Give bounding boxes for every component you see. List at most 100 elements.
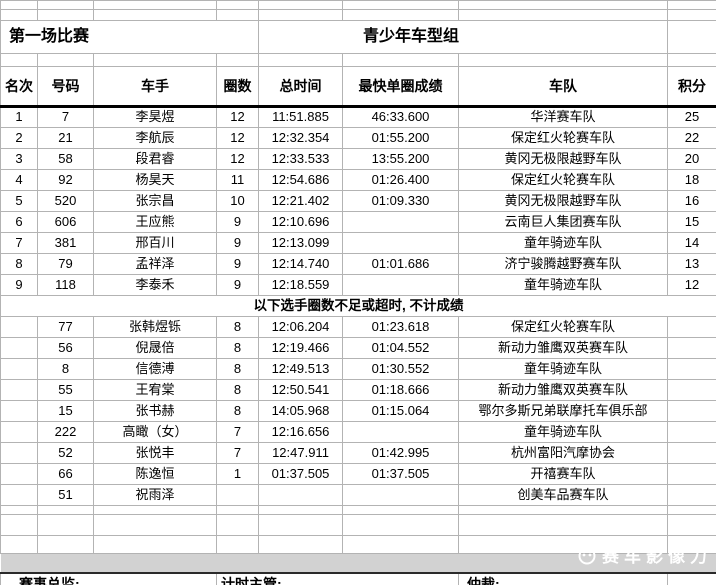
cell-2: 杨昊天 [93,169,217,191]
table-row: 51 祝雨泽 创美车品赛车队 [0,484,716,506]
cell-7: 20 [667,148,716,170]
cell-5: 01:26.400 [342,169,459,191]
column-header-6: 车队 [458,66,668,108]
cell-1: 15 [37,400,94,422]
cell-6: 开禧赛车队 [458,463,668,485]
cell-4: 12:49.513 [258,358,343,380]
cell-5: 01:04.552 [342,337,459,359]
cell-0 [0,358,38,380]
cell-7 [667,316,716,338]
cell-4: 12:06.204 [258,316,343,338]
cell-3: 12 [216,106,259,128]
separator-note: 以下选手圈数不足或超时, 不计成绩 [0,295,716,317]
cell-5: 01:37.505 [342,463,459,485]
cell-2: 段君睿 [93,148,217,170]
table-row: 2 21 李航辰 12 12:32.354 01:55.200 保定红火轮赛车队 22 [0,127,716,149]
cell-6: 鄂尔多斯兄弟联摩托车俱乐部 [458,400,668,422]
cell-7 [667,358,716,380]
watermark-logo-icon [578,545,596,564]
table-row: 222 高瞰（女） 7 12:16.656 童年骑迹车队 [0,421,716,443]
table-header-row: 名次 号码 车手 圈数 总时间 最快单圈成绩 车队 积分 [0,66,716,108]
column-header-7: 积分 [667,66,716,108]
table-row: 1 7 李昊煜 12 11:51.885 46:33.600 华洋赛车队 25 [0,106,716,128]
cell-2: 张悦丰 [93,442,217,464]
cell-7: 22 [667,127,716,149]
cell-5: 01:23.618 [342,316,459,338]
cell-7 [667,442,716,464]
cell-2: 高瞰（女） [93,421,217,443]
cell-6: 黄冈无极限越野车队 [458,148,668,170]
cell-1: 118 [37,274,94,296]
cell-6: 新动力雏鹰双英赛车队 [458,379,668,401]
cell-5: 01:42.995 [342,442,459,464]
cell-3 [216,484,259,506]
empty-row [0,9,716,21]
cell-4: 12:33.533 [258,148,343,170]
column-header-1: 号码 [37,66,94,108]
table-row: 15 张书赫 8 14:05.968 01:15.064 鄂尔多斯兄弟联摩托车俱乐部 [0,400,716,422]
arbiter-label: 仲裁: [458,572,668,585]
cell-2: 李航辰 [93,127,217,149]
cell-5: 13:55.200 [342,148,459,170]
cell-0 [0,316,38,338]
cell-6: 保定红火轮赛车队 [458,127,668,149]
cell-3: 8 [216,316,259,338]
cell-3: 12 [216,127,259,149]
table-row: 52 张悦丰 7 12:47.911 01:42.995 杭州富阳汽摩协会 [0,442,716,464]
cell-1: 8 [37,358,94,380]
cell-1: 21 [37,127,94,149]
officials-row: 赛事总监: 计时主管: 仲裁: [0,572,716,585]
empty-row [0,0,716,10]
cell-1: 66 [37,463,94,485]
cell-7 [667,337,716,359]
table-row: 9 118 李泰禾 9 12:18.559 童年骑迹车队 12 [0,274,716,296]
cell-2: 祝雨泽 [93,484,217,506]
cell-5 [342,484,459,506]
table-row: 66 陈逸恒 1 01:37.505 01:37.505 开禧赛车队 [0,463,716,485]
cell-7: 18 [667,169,716,191]
cell-5: 01:01.686 [342,253,459,275]
cell-7 [667,463,716,485]
table-row: 8 信德溥 8 12:49.513 01:30.552 童年骑迹车队 [0,358,716,380]
cell-0 [0,484,38,506]
cell-4: 12:10.696 [258,211,343,233]
table-row: 5 520 张宗昌 10 12:21.402 01:09.330 黄冈无极限越野车队 16 [0,190,716,212]
cell-4: 12:32.354 [258,127,343,149]
cell-4: 12:16.656 [258,421,343,443]
cell-0: 8 [0,253,38,275]
cell-1: 56 [37,337,94,359]
cell-7: 12 [667,274,716,296]
cell-2: 陈逸恒 [93,463,217,485]
cell-4: 11:51.885 [258,106,343,128]
cell-7: 14 [667,232,716,254]
cell-3: 10 [216,190,259,212]
table-row: 55 王宥棠 8 12:50.541 01:18.666 新动力雏鹰双英赛车队 [0,379,716,401]
cell-4: 12:18.559 [258,274,343,296]
column-header-0: 名次 [0,66,38,108]
cell-0: 3 [0,148,38,170]
cell-5: 01:18.666 [342,379,459,401]
cell-0 [0,421,38,443]
cell-5: 01:55.200 [342,127,459,149]
table-row: 77 张韩煜铄 8 12:06.204 01:23.618 保定红火轮赛车队 [0,316,716,338]
cell-6: 黄冈无极限越野车队 [458,190,668,212]
table-row: 8 79 孟祥泽 9 12:14.740 01:01.686 济宁骏腾越野赛车队 13 [0,253,716,275]
cell-5 [342,232,459,254]
empty-row [0,505,716,515]
cell-3: 9 [216,232,259,254]
cell-4: 12:47.911 [258,442,343,464]
cell-5 [342,211,459,233]
table-row: 56 倪晟倍 8 12:19.466 01:04.552 新动力雏鹰双英赛车队 [0,337,716,359]
unranked-results: 77 张韩煜铄 8 12:06.204 01:23.618 保定红火轮赛车队 56 倪晟倍 8 1… [0,316,716,506]
cell-2: 孟祥泽 [93,253,217,275]
separator-row: 以下选手圈数不足或超时, 不计成绩 [0,295,716,317]
cell-5: 01:09.330 [342,190,459,212]
cell-1: 606 [37,211,94,233]
cell-0: 2 [0,127,38,149]
table-row: 6 606 王应熊 9 12:10.696 云南巨人集团赛车队 15 [0,211,716,233]
race-director-label: 赛事总监: [0,572,217,585]
empty-row [0,535,716,554]
empty-row [0,514,716,536]
